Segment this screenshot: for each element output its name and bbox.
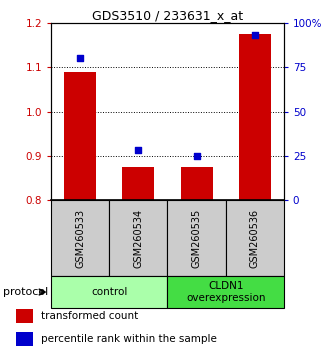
Point [136, 148, 141, 153]
Bar [226, 200, 284, 276]
Text: CLDN1
overexpression: CLDN1 overexpression [186, 281, 265, 303]
Text: control: control [91, 287, 127, 297]
Bar [239, 34, 271, 200]
Bar [51, 276, 168, 308]
Bar [168, 200, 226, 276]
Text: protocol: protocol [3, 287, 49, 297]
Text: GSM260536: GSM260536 [250, 209, 260, 268]
Bar [16, 332, 33, 347]
Bar [16, 309, 33, 324]
Text: GSM260535: GSM260535 [191, 209, 202, 268]
Point [194, 153, 199, 159]
Bar [122, 167, 154, 200]
Point [78, 56, 83, 61]
Text: percentile rank within the sample: percentile rank within the sample [41, 335, 217, 344]
Bar [109, 200, 167, 276]
Text: transformed count: transformed count [41, 312, 138, 321]
Point [252, 33, 257, 38]
Bar [168, 276, 284, 308]
Bar [51, 200, 109, 276]
Text: GSM260534: GSM260534 [133, 209, 144, 268]
Bar [64, 72, 96, 200]
Title: GDS3510 / 233631_x_at: GDS3510 / 233631_x_at [92, 9, 243, 22]
Text: GSM260533: GSM260533 [75, 209, 85, 268]
Bar [181, 167, 213, 200]
